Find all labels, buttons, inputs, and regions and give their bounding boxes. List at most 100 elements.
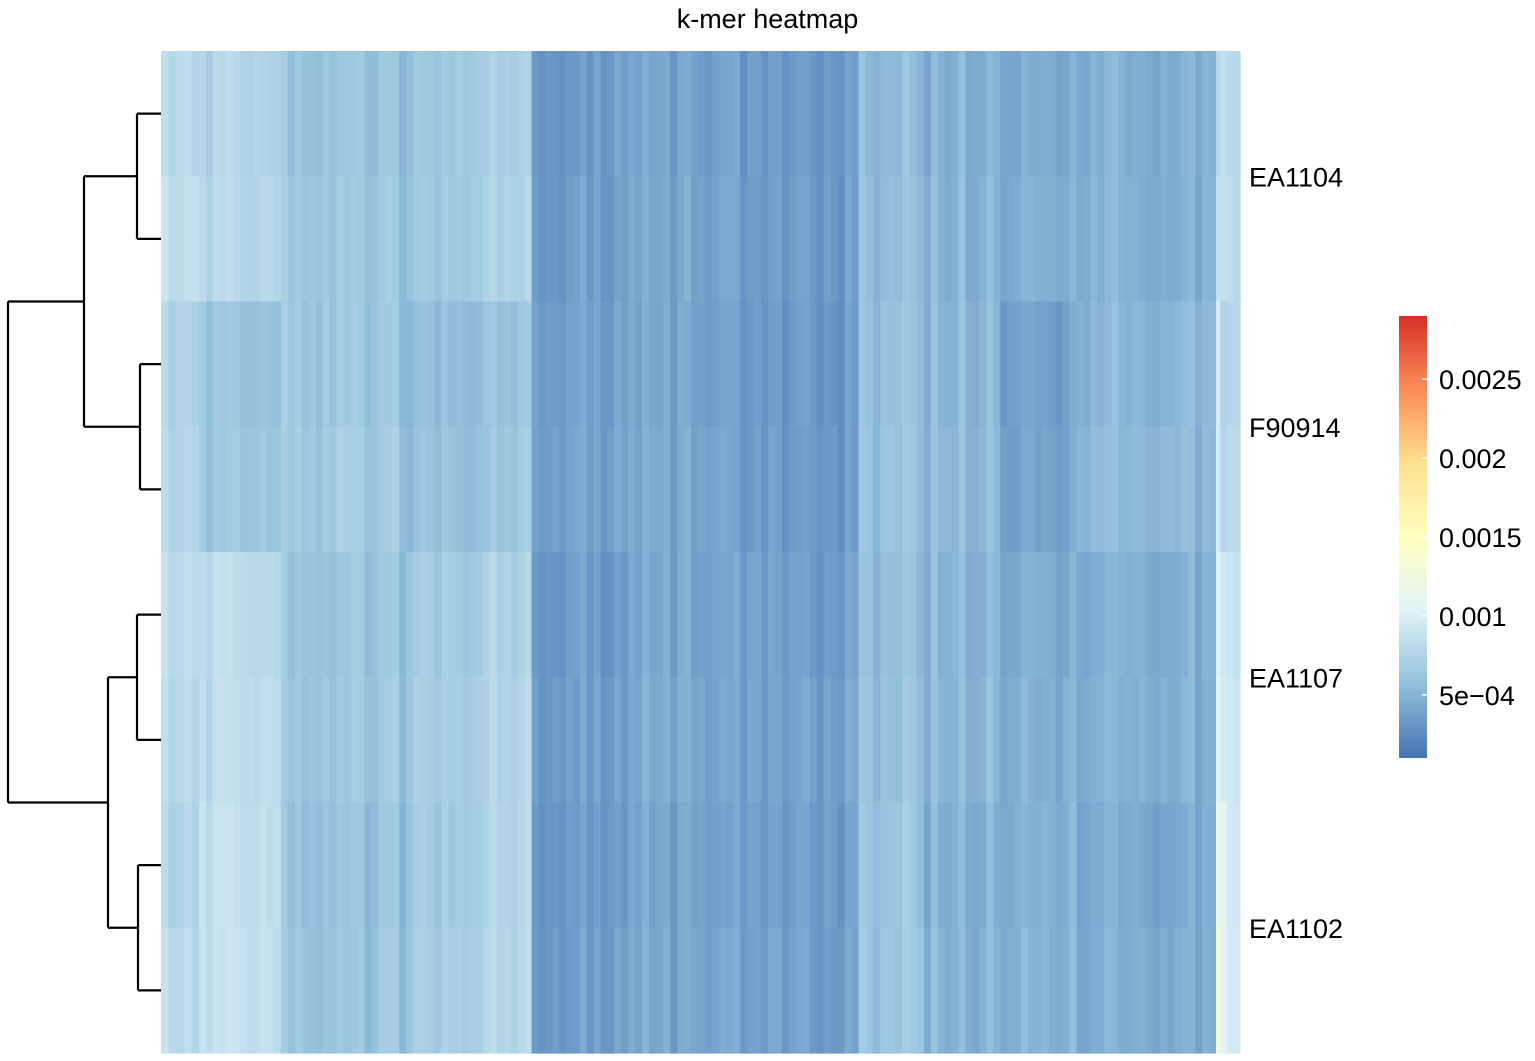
heatmap-cell	[649, 176, 657, 303]
heatmap-cell	[1202, 552, 1210, 678]
heatmap-cell	[406, 301, 414, 428]
heatmap-cell	[909, 426, 918, 553]
heatmap-cell	[364, 176, 373, 303]
heatmap-cell	[1220, 176, 1228, 303]
heatmap-cell	[607, 927, 615, 1054]
heatmap-cell	[937, 176, 946, 303]
heatmap-cell	[538, 51, 546, 177]
heatmap-cell	[378, 51, 386, 177]
heatmap-cell	[219, 301, 227, 428]
heatmap-cell	[559, 677, 567, 804]
heatmap-cell	[246, 552, 255, 678]
heatmap-cell	[1209, 552, 1217, 678]
heatmap-cell	[951, 426, 960, 553]
heatmap-cell	[656, 426, 664, 553]
heatmap-cell	[489, 176, 498, 303]
heatmap-cell	[705, 51, 713, 177]
heatmap-cell	[586, 176, 595, 303]
heatmap-cell	[1153, 552, 1161, 678]
heatmap-cell	[441, 927, 449, 1054]
heatmap-cell	[1083, 176, 1092, 303]
heatmap-cell	[226, 51, 234, 177]
heatmap-cell	[909, 677, 918, 804]
heatmap-cell	[972, 51, 981, 177]
heatmap-cell	[607, 552, 615, 678]
heatmap-cell	[489, 426, 498, 553]
heatmap-cell	[233, 301, 241, 428]
heatmap-cell	[455, 301, 463, 428]
heatmap-cell	[726, 176, 734, 303]
heatmap-cell	[691, 301, 699, 428]
heatmap-cell	[1233, 426, 1241, 553]
heatmap-cell	[719, 301, 727, 428]
heatmap-cell	[844, 552, 853, 678]
heatmap-cell	[496, 51, 505, 177]
heatmap-cell	[301, 51, 310, 177]
heatmap-cell	[802, 802, 811, 929]
heatmap-cell	[413, 552, 421, 678]
heatmap-cell	[951, 677, 960, 804]
heatmap-cell	[1062, 927, 1071, 1054]
heatmap-cell	[371, 301, 379, 428]
heatmap-cell	[1000, 927, 1008, 1054]
heatmap-cell	[322, 927, 331, 1054]
heatmap-cell	[503, 802, 512, 929]
heatmap-cell	[1174, 176, 1182, 303]
heatmap-cell	[916, 552, 925, 678]
heatmap-cell	[887, 176, 896, 303]
heatmap-cell	[684, 426, 692, 553]
heatmap-cell	[768, 802, 776, 929]
heatmap-cell	[1041, 927, 1050, 1054]
heatmap-cell	[986, 802, 994, 929]
heatmap-cell	[1076, 176, 1085, 303]
heatmap-cell	[768, 51, 776, 177]
heatmap-cell	[873, 552, 881, 678]
heatmap-cell	[1167, 927, 1175, 1054]
heatmap-cell	[1202, 426, 1210, 553]
heatmap-cell	[916, 301, 925, 428]
heatmap-cell	[614, 552, 622, 678]
heatmap-cell	[986, 927, 994, 1054]
heatmap-cell	[930, 802, 939, 929]
heatmap-cell	[916, 927, 925, 1054]
heatmap-cell	[350, 677, 359, 804]
heatmap-cell	[287, 426, 296, 553]
heatmap-cell	[902, 301, 910, 428]
heatmap-cell	[469, 927, 477, 1054]
heatmap-cell	[844, 927, 853, 1054]
heatmap-cell	[489, 51, 498, 177]
heatmap-cell	[873, 802, 881, 929]
row-label: F90914	[1249, 413, 1341, 443]
heatmap-cell	[280, 426, 289, 553]
heatmap-cell	[476, 802, 484, 929]
heatmap-cell	[260, 927, 268, 1054]
heatmap-cell	[364, 802, 373, 929]
heatmap-cell	[795, 802, 804, 929]
heatmap-cell	[670, 927, 678, 1054]
row-label: EA1107	[1249, 663, 1343, 693]
heatmap-cell	[448, 426, 456, 553]
heatmap-cell	[1034, 552, 1043, 678]
heatmap-cell	[740, 802, 748, 929]
heatmap-cell	[191, 301, 200, 428]
heatmap-cell	[399, 802, 407, 929]
heatmap-cell	[420, 927, 428, 1054]
heatmap-cell	[371, 927, 379, 1054]
heatmap-cell	[233, 51, 241, 177]
heatmap-cell	[524, 301, 533, 428]
heatmap-cell	[593, 176, 602, 303]
heatmap-cell	[1007, 301, 1015, 428]
heatmap-cell	[168, 426, 177, 553]
heatmap-cell	[510, 802, 519, 929]
heatmap-cell	[420, 426, 428, 553]
heatmap-cell	[705, 802, 713, 929]
heatmap-cell	[301, 927, 310, 1054]
heatmap-cell	[1220, 552, 1228, 678]
heatmap-cell	[1014, 51, 1022, 177]
heatmap-cell	[1055, 301, 1064, 428]
heatmap-cell	[413, 426, 421, 553]
heatmap-cell	[649, 51, 657, 177]
heatmap-cell	[586, 802, 595, 929]
heatmap-cell	[336, 677, 345, 804]
heatmap-cell	[677, 51, 685, 177]
